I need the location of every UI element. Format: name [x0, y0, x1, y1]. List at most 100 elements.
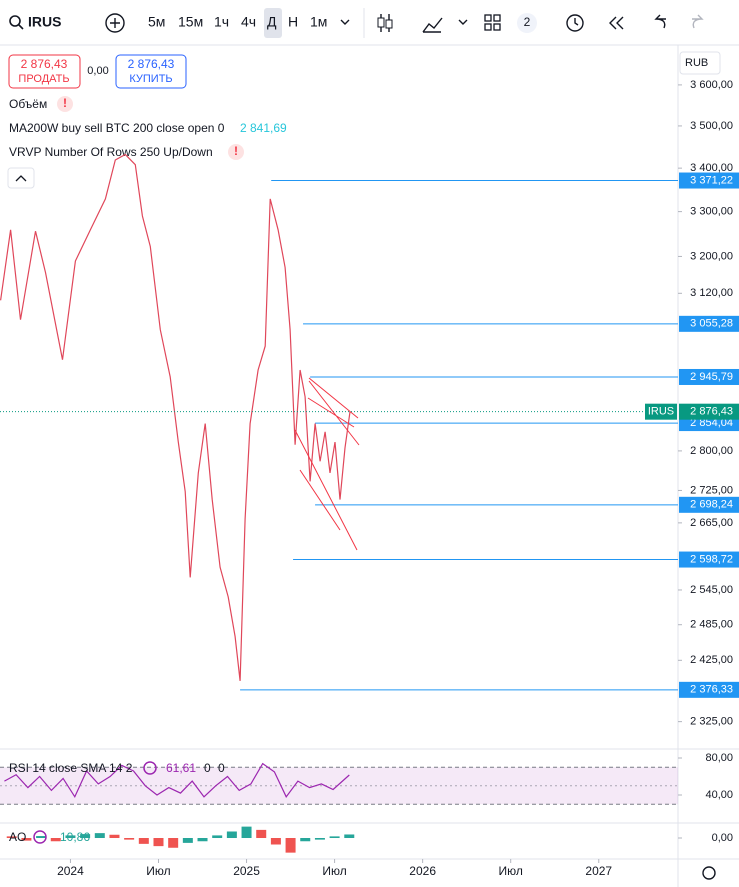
ao-bar — [226, 831, 237, 839]
level-label-bg — [679, 172, 739, 189]
ao-bar — [36, 836, 47, 839]
level-label: 2 698,24 — [690, 499, 733, 511]
y-tick-label: 3 200,00 — [690, 250, 733, 262]
collapse-legend[interactable] — [7, 167, 35, 189]
layout-count[interactable]: 2 — [524, 15, 531, 29]
warning-mark: ! — [63, 96, 67, 110]
layout-icon[interactable] — [484, 14, 501, 31]
interval-menu[interactable] — [340, 19, 350, 25]
interval[interactable]: 1ч — [214, 14, 229, 30]
redo[interactable] — [692, 14, 704, 29]
ao-bar — [285, 838, 296, 853]
ao-bar — [124, 838, 135, 840]
chart-type — [377, 17, 385, 28]
legend: AO — [9, 830, 26, 844]
y-tick-label: 2 325,00 — [690, 716, 733, 728]
y-tick-label: 2 425,00 — [690, 654, 733, 666]
level-label: 2 376,33 — [690, 684, 733, 696]
ao-bar — [182, 838, 193, 843]
y-tick-label: 3 600,00 — [690, 79, 733, 91]
alert-icon — [574, 18, 579, 26]
ao-bar — [50, 838, 61, 842]
symbol-tag-label: IRUS — [648, 406, 674, 418]
legend: RSI 14 close SMA 14 2 — [9, 761, 133, 775]
level-label-bg — [679, 368, 739, 385]
sell-button[interactable] — [8, 54, 81, 89]
level-label: 2 598,72 — [690, 553, 733, 565]
undo[interactable] — [654, 14, 666, 29]
layout-count-bg — [517, 13, 537, 33]
ao-bar — [197, 838, 208, 842]
buy-button[interactable] — [115, 54, 187, 89]
x-tick-label: Июл — [499, 864, 523, 878]
level-label-bg — [679, 496, 739, 513]
add-symbol[interactable] — [105, 13, 125, 33]
last-price-label: 2 876,43 — [690, 406, 733, 418]
chart-type — [385, 19, 393, 29]
level-label: 3 055,28 — [690, 318, 733, 330]
ao-bar — [138, 838, 149, 844]
legend: MA200W buy sell BTC 200 close open 0 — [9, 121, 225, 135]
interval[interactable]: 15м — [178, 14, 203, 30]
ao-bar — [344, 834, 355, 839]
level-label-bg — [679, 315, 739, 332]
warning[interactable] — [228, 144, 244, 160]
y-tick-label: 3 300,00 — [690, 206, 733, 218]
x-tick-label: 2027 — [585, 864, 612, 878]
legend-value: 10,86 — [60, 830, 90, 844]
ao-bar — [6, 836, 17, 839]
ao-bar — [94, 833, 105, 839]
y-tick-label: 2 725,00 — [690, 484, 733, 496]
indicators-menu[interactable] — [458, 19, 468, 25]
series-line — [4, 762, 350, 799]
y-tick-label: 3 120,00 — [690, 287, 733, 299]
warning-mark: ! — [234, 144, 238, 158]
buy-price: 2 876,43 — [128, 57, 175, 71]
y-tick-label: 0,00 — [712, 832, 733, 844]
currency-box[interactable] — [679, 51, 721, 75]
x-tick-label: 2025 — [233, 864, 260, 878]
level-label: 2 854,04 — [690, 417, 733, 429]
sell-label: ПРОДАТЬ — [18, 73, 69, 85]
sell-price: 2 876,43 — [21, 57, 68, 71]
y-tick-label: 40,00 — [705, 789, 733, 801]
add-symbol — [110, 18, 120, 28]
trend-drawing — [294, 377, 360, 551]
ao-bar — [153, 838, 164, 847]
series-line — [0, 153, 351, 681]
active-interval-bg — [264, 8, 282, 38]
search-icon — [18, 24, 24, 30]
settings[interactable] — [702, 866, 716, 880]
legend-value: 0 — [218, 761, 225, 775]
ao-bar — [270, 838, 281, 845]
interval[interactable]: 5м — [148, 14, 165, 30]
alert-icon[interactable] — [566, 14, 584, 32]
ao-bar — [80, 834, 91, 839]
y-tick-label: 2 485,00 — [690, 619, 733, 631]
search-icon[interactable] — [9, 15, 21, 27]
ao-bar — [256, 829, 267, 839]
interval[interactable]: 4ч — [241, 14, 256, 30]
spread: 0,00 — [87, 65, 108, 77]
collapse-icon — [15, 175, 27, 182]
rsi-icon — [143, 761, 157, 775]
ao-bar — [241, 826, 252, 839]
interval[interactable]: 1м — [310, 14, 327, 30]
y-tick-label: 2 800,00 — [690, 445, 733, 457]
toolbar — [0, 0, 739, 45]
level-label-bg — [679, 681, 739, 698]
x-tick-label: Июл — [322, 864, 346, 878]
y-tick-label: 3 400,00 — [690, 162, 733, 174]
interval[interactable]: Д — [267, 14, 277, 30]
currency: RUB — [685, 57, 708, 69]
indicators[interactable] — [422, 17, 443, 33]
warning[interactable] — [57, 96, 73, 112]
symbol[interactable]: IRUS — [28, 14, 61, 30]
level-label: 3 371,22 — [690, 174, 733, 186]
replay-icon[interactable] — [609, 16, 624, 30]
ao-bar — [109, 834, 120, 839]
ao-bar — [168, 838, 179, 848]
interval[interactable]: Н — [288, 14, 298, 30]
ao-bar — [329, 836, 340, 839]
